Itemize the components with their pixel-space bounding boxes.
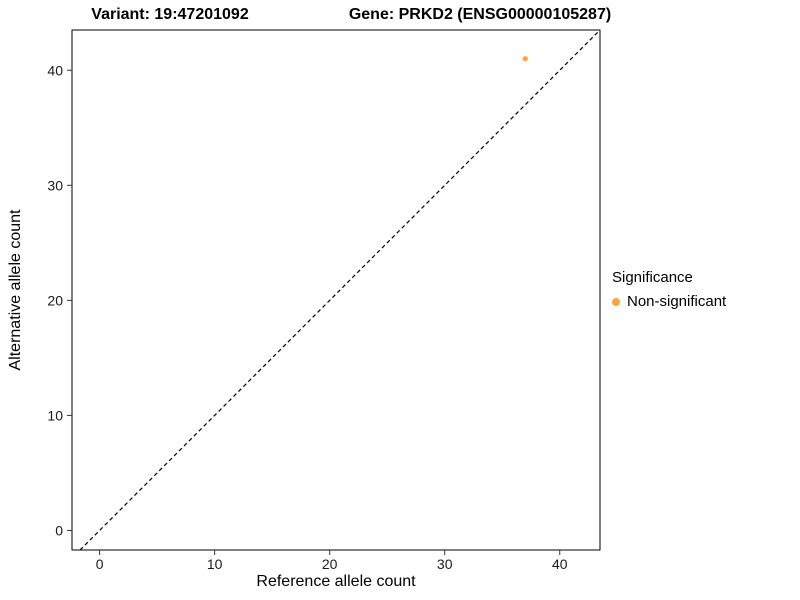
x-tick-label: 0	[96, 556, 104, 572]
identity-line	[79, 29, 601, 551]
plot-panel	[71, 29, 601, 551]
y-axis-title: Alternative allele count	[7, 209, 24, 371]
legend-entry-label: Non-significant	[627, 293, 727, 310]
legend-entry-non-significant: Non-significant	[612, 293, 726, 310]
x-tick-label: 10	[207, 556, 223, 572]
legend: Significance Non-significant	[612, 269, 726, 310]
y-tick-label: 10	[47, 407, 63, 423]
x-tick-label: 30	[437, 556, 453, 572]
data-point	[522, 56, 528, 62]
y-tick-label: 20	[47, 292, 63, 308]
y-tick-label: 0	[55, 522, 63, 538]
plot-title-variant: Variant: 19:47201092	[91, 6, 249, 23]
legend-title: Significance	[612, 269, 693, 286]
y-tick-label: 30	[47, 177, 63, 193]
y-tick-label: 40	[47, 62, 63, 78]
legend-dot-icon	[612, 297, 620, 306]
x-tick-label: 20	[322, 556, 338, 572]
x-tick-label: 40	[552, 556, 568, 572]
plot-title-gene: Gene: PRKD2 (ENSG00000105287)	[348, 6, 612, 23]
x-axis-title: Reference allele count	[256, 573, 416, 590]
